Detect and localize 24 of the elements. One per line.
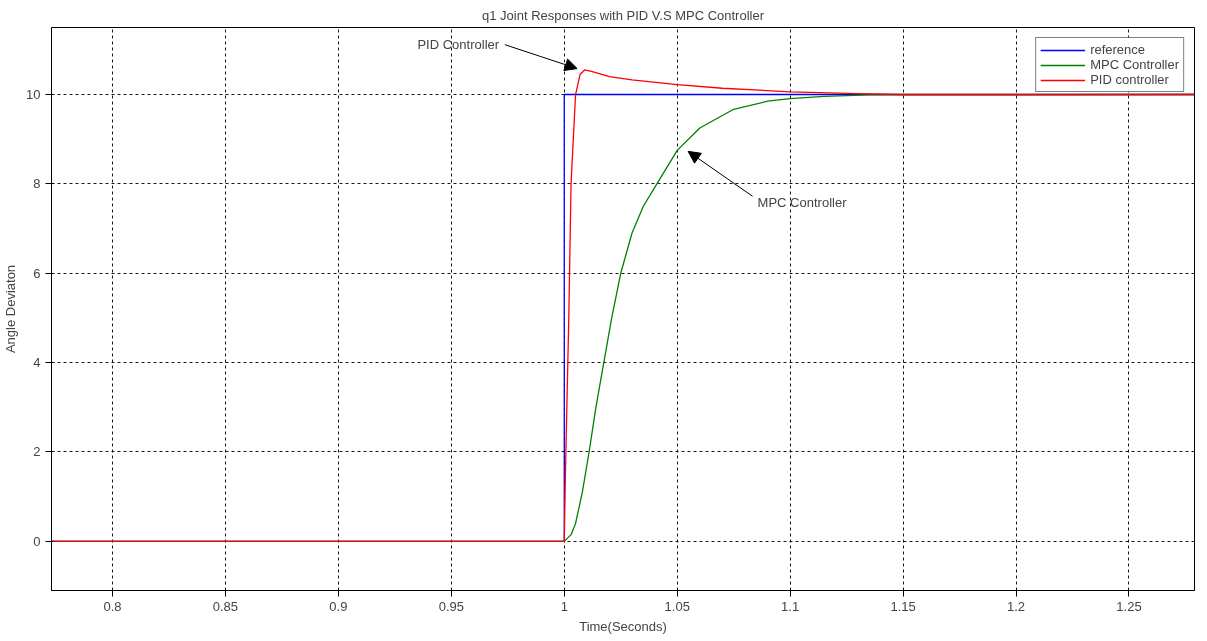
legend-label: reference bbox=[1090, 42, 1146, 57]
y-tick-label: 0 bbox=[33, 533, 41, 549]
x-tick-label: 0.9 bbox=[329, 598, 348, 614]
x-tick-label: 1.05 bbox=[664, 598, 690, 614]
y-tick-label: 6 bbox=[33, 265, 41, 281]
y-axis-title: Angle Deviaton bbox=[3, 264, 19, 354]
annotation: MPC Controller bbox=[757, 194, 848, 210]
legend-label: MPC Controller bbox=[1090, 57, 1179, 72]
x-tick-label: 0.8 bbox=[103, 598, 122, 614]
x-tick-label: 1.1 bbox=[781, 598, 800, 614]
annotation: PID Controller bbox=[417, 37, 500, 53]
y-tick-label: 4 bbox=[33, 355, 41, 371]
x-tick-label: 1.15 bbox=[890, 598, 916, 614]
y-tick-label: 2 bbox=[33, 444, 41, 460]
y-tick-label: 8 bbox=[33, 176, 41, 192]
y-tick-label: 10 bbox=[26, 87, 41, 103]
x-tick-label: 0.85 bbox=[212, 598, 239, 614]
x-tick-label: 1.25 bbox=[1116, 598, 1142, 614]
chart-title: q1 Joint Responses with PID V.S MPC Controller bbox=[481, 7, 765, 23]
legend-label: PID controller bbox=[1090, 72, 1169, 87]
x-axis-title: Time(Seconds) bbox=[579, 618, 667, 634]
x-tick-label: 0.95 bbox=[438, 598, 464, 614]
x-tick-label: 1 bbox=[560, 598, 568, 614]
x-tick-label: 1.2 bbox=[1007, 598, 1026, 614]
